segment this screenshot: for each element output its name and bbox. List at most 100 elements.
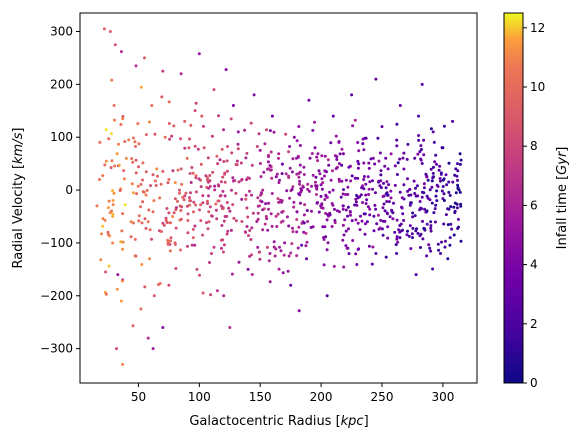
scatter-point — [206, 227, 210, 231]
scatter-point — [123, 203, 127, 207]
scatter-point — [181, 195, 185, 199]
scatter-point — [270, 176, 274, 180]
scatter-point — [103, 218, 107, 222]
scatter-point — [458, 190, 462, 194]
scatter-point — [360, 186, 364, 190]
scatter-point — [456, 187, 460, 190]
scatter-point — [266, 160, 270, 164]
scatter-point — [367, 187, 371, 191]
scatter-point — [149, 184, 152, 188]
scatter-point — [143, 56, 146, 60]
scatter-point — [288, 196, 292, 200]
scatter-point — [226, 229, 230, 233]
scatter-point — [101, 224, 105, 228]
scatter-point — [315, 155, 319, 159]
scatter-point — [417, 138, 421, 142]
scatter-point — [245, 206, 249, 210]
scatter-point — [425, 222, 429, 226]
scatter-point — [250, 273, 254, 276]
scatter-point — [161, 221, 165, 225]
scatter-point — [162, 223, 166, 227]
scatter-point — [176, 168, 180, 172]
scatter-point — [132, 221, 135, 225]
scatter-point — [314, 175, 318, 179]
scatter-point — [298, 170, 302, 174]
scatter-point — [274, 247, 278, 251]
scatter-point — [225, 201, 229, 204]
scatter-point — [388, 215, 392, 219]
scatter-point — [448, 243, 452, 247]
scatter-point — [401, 212, 405, 216]
scatter-point — [316, 152, 320, 156]
scatter-point — [395, 144, 399, 148]
scatter-point — [234, 191, 238, 195]
scatter-point — [148, 228, 152, 232]
scatter-point — [127, 138, 131, 142]
scatter-point — [322, 238, 326, 241]
scatter-point — [158, 196, 162, 200]
scatter-point — [389, 196, 393, 200]
scatter-point — [194, 190, 198, 194]
scatter-point — [309, 226, 313, 229]
scatter-point — [260, 200, 264, 204]
scatter-point — [188, 196, 191, 200]
scatter-point — [180, 205, 184, 209]
scatter-point — [344, 244, 348, 248]
scatter-point — [199, 162, 203, 166]
scatter-point — [325, 248, 329, 252]
scatter-point — [357, 162, 361, 166]
scatter-point — [398, 236, 402, 240]
scatter-point — [205, 199, 209, 203]
scatter-point — [283, 241, 287, 245]
scatter-point — [111, 203, 115, 207]
scatter-point — [161, 169, 165, 173]
scatter-point — [146, 336, 150, 340]
y-tick-label: 0 — [65, 183, 73, 197]
colorbar-tick-label: 0 — [530, 376, 538, 390]
scatter-point — [395, 235, 399, 239]
scatter-point — [198, 208, 201, 212]
plot-frame — [79, 12, 478, 384]
scatter-point — [189, 123, 193, 127]
scatter-point — [342, 265, 346, 269]
scatter-point — [444, 173, 448, 177]
scatter-point — [240, 197, 244, 201]
scatter-point — [324, 235, 328, 239]
scatter-point — [377, 227, 381, 231]
scatter-point — [122, 169, 126, 173]
scatter-point — [319, 194, 323, 198]
scatter-point — [291, 185, 295, 189]
scatter-point — [131, 324, 135, 328]
scatter-point — [425, 254, 429, 258]
scatter-point — [246, 267, 250, 271]
scatter-point — [257, 132, 261, 136]
scatter-point — [206, 202, 209, 205]
scatter-point — [360, 219, 364, 223]
scatter-point — [150, 104, 154, 107]
scatter-point — [245, 151, 249, 155]
scatter-point — [108, 234, 112, 238]
scatter-point — [265, 217, 269, 221]
colorbar — [503, 12, 524, 384]
scatter-point — [422, 186, 426, 190]
scatter-point — [141, 178, 144, 182]
scatter-point — [356, 196, 360, 200]
scatter-point — [196, 147, 200, 151]
scatter-point — [130, 157, 134, 161]
scatter-point — [194, 203, 198, 207]
scatter-point — [362, 187, 366, 191]
scatter-point — [428, 188, 432, 192]
scatter-point — [431, 130, 435, 134]
scatter-point — [373, 191, 377, 195]
scatter-point — [341, 207, 345, 211]
scatter-point — [256, 196, 260, 200]
scatter-point — [394, 243, 398, 247]
scatter-point — [201, 291, 205, 295]
scatter-point — [206, 156, 210, 160]
scatter-point — [297, 225, 301, 229]
scatter-point — [269, 150, 273, 154]
scatter-point — [346, 205, 350, 209]
scatter-point — [230, 188, 233, 192]
scatter-point — [361, 142, 365, 146]
scatter-point — [398, 224, 402, 227]
